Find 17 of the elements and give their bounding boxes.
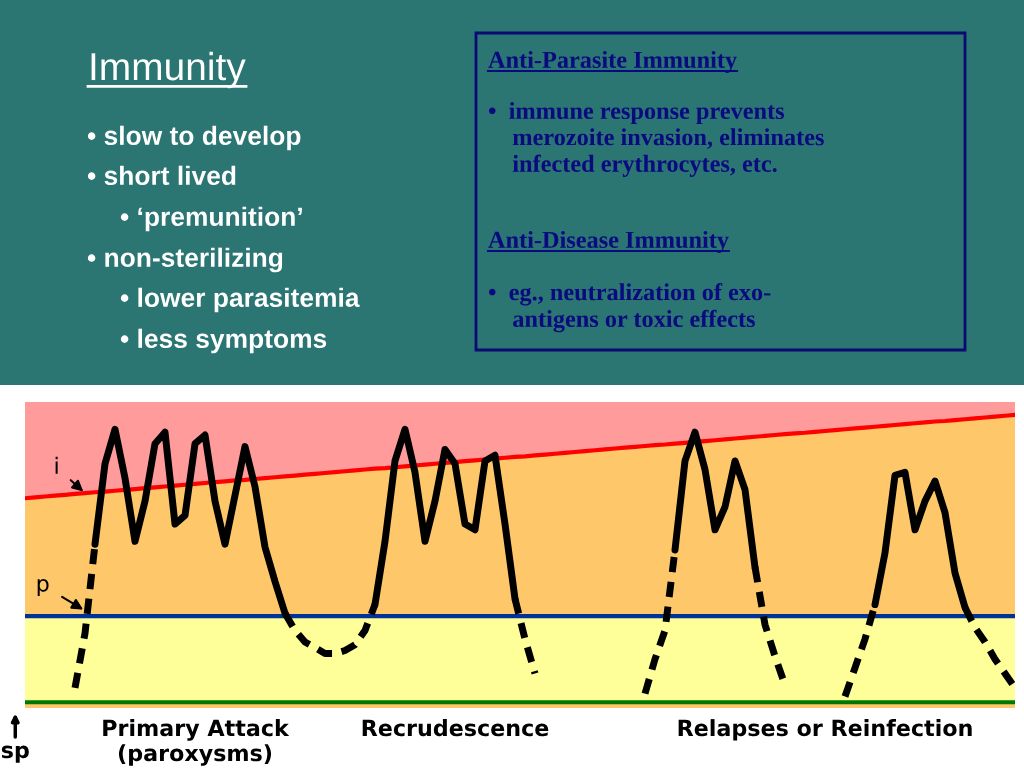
text: Anti-Disease Immunity [488,230,729,254]
text: Anti-Parasite Immunity [488,50,737,74]
chart-title: Immunity [91,51,246,89]
text: • less symptoms [120,328,327,354]
annotation: i [55,456,58,474]
text: • short lived [87,165,236,186]
x-tick-label: Recrudescence [362,719,549,737]
ref-line-label: sp [1,745,29,763]
x-tick-label: Primary Attack (paroxysms) [103,719,290,766]
text: • immune response prevents merozoite invasion, eliminates infected erythrocytes, etc. [488,102,824,177]
ref-line-label: p [37,579,49,597]
text: • lower parasitemia [120,287,360,313]
text: • slow to develop [87,125,301,151]
x-tick-label: Relapses or Reinfection [678,719,972,741]
text: • ‘premunition’ [120,206,302,232]
text: • eg., neutralization of exo- antigens or toxic effects [488,283,771,333]
text: • non-sterilizing [87,247,283,273]
